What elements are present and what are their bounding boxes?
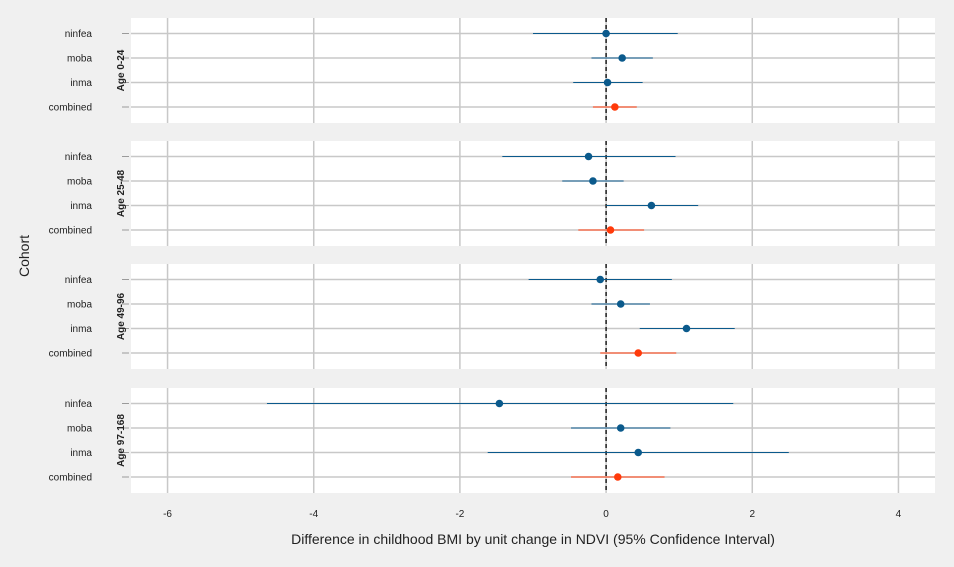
cohort-label: ninfea <box>65 399 93 410</box>
x-tick-label: 4 <box>896 509 902 520</box>
cohort-label: moba <box>67 300 92 311</box>
cohort-label: combined <box>49 103 92 114</box>
panel-strip-label: Age 25-48 <box>116 169 127 217</box>
cohort-label: combined <box>49 473 92 484</box>
cohort-label: inma <box>70 201 92 212</box>
x-tick-label: -2 <box>455 509 464 520</box>
cohort-label: inma <box>70 448 92 459</box>
point-estimate <box>647 201 656 210</box>
panel-strip-label: Age 97-168 <box>116 414 127 467</box>
point-estimate <box>589 177 597 185</box>
panel-background <box>131 18 935 123</box>
cohort-label: inma <box>70 78 92 89</box>
x-tick-label: 0 <box>603 509 609 520</box>
point-estimate <box>603 78 612 87</box>
cohort-label: ninfea <box>65 29 93 40</box>
point-estimate <box>611 103 619 111</box>
cohort-label: inma <box>70 324 92 335</box>
panel-1: ninfea moba inma combined Age 0-24 <box>49 18 935 123</box>
panel-background <box>131 388 935 493</box>
point-estimate <box>616 424 625 432</box>
facet-panels: ninfea moba inma combined Age 0-24 ninfea moba… <box>49 18 935 493</box>
point-estimate <box>584 152 593 161</box>
cohort-label: ninfea <box>65 152 93 163</box>
x-axis-title: Difference in childhood BMI by unit chan… <box>291 531 775 547</box>
point-estimate <box>606 226 615 234</box>
x-tick-label: -6 <box>163 509 172 520</box>
y-axis-title: Cohort <box>16 235 32 277</box>
point-estimate <box>616 300 625 308</box>
cohort-label: moba <box>67 424 92 435</box>
point-estimate <box>495 399 504 408</box>
x-tick-label: -4 <box>309 509 318 520</box>
point-estimate <box>618 54 626 62</box>
point-estimate <box>613 473 622 481</box>
cohort-label: combined <box>49 226 92 237</box>
panel-strip-label: Age 49-96 <box>116 292 127 340</box>
panel-3: ninfea moba inma combined Age 49-96 <box>49 264 935 369</box>
cohort-label: combined <box>49 349 92 360</box>
x-axis-ticks: -6 -4 -2 0 2 4 <box>163 509 902 520</box>
point-estimate <box>634 349 643 357</box>
panel-background <box>131 141 935 246</box>
point-estimate <box>602 29 610 38</box>
point-estimate <box>596 275 605 284</box>
cohort-label: ninfea <box>65 275 93 286</box>
panel-4: ninfea moba inma combined Age 97-168 <box>49 388 935 493</box>
panel-background <box>131 264 935 369</box>
cohort-label: moba <box>67 54 92 65</box>
cohort-label: moba <box>67 177 92 188</box>
panel-2: ninfea moba inma combined Age 25-48 <box>49 141 935 246</box>
point-estimate <box>682 324 691 333</box>
x-tick-label: 2 <box>749 509 755 520</box>
panel-strip-label: Age 0-24 <box>116 49 127 91</box>
point-estimate <box>634 448 643 457</box>
